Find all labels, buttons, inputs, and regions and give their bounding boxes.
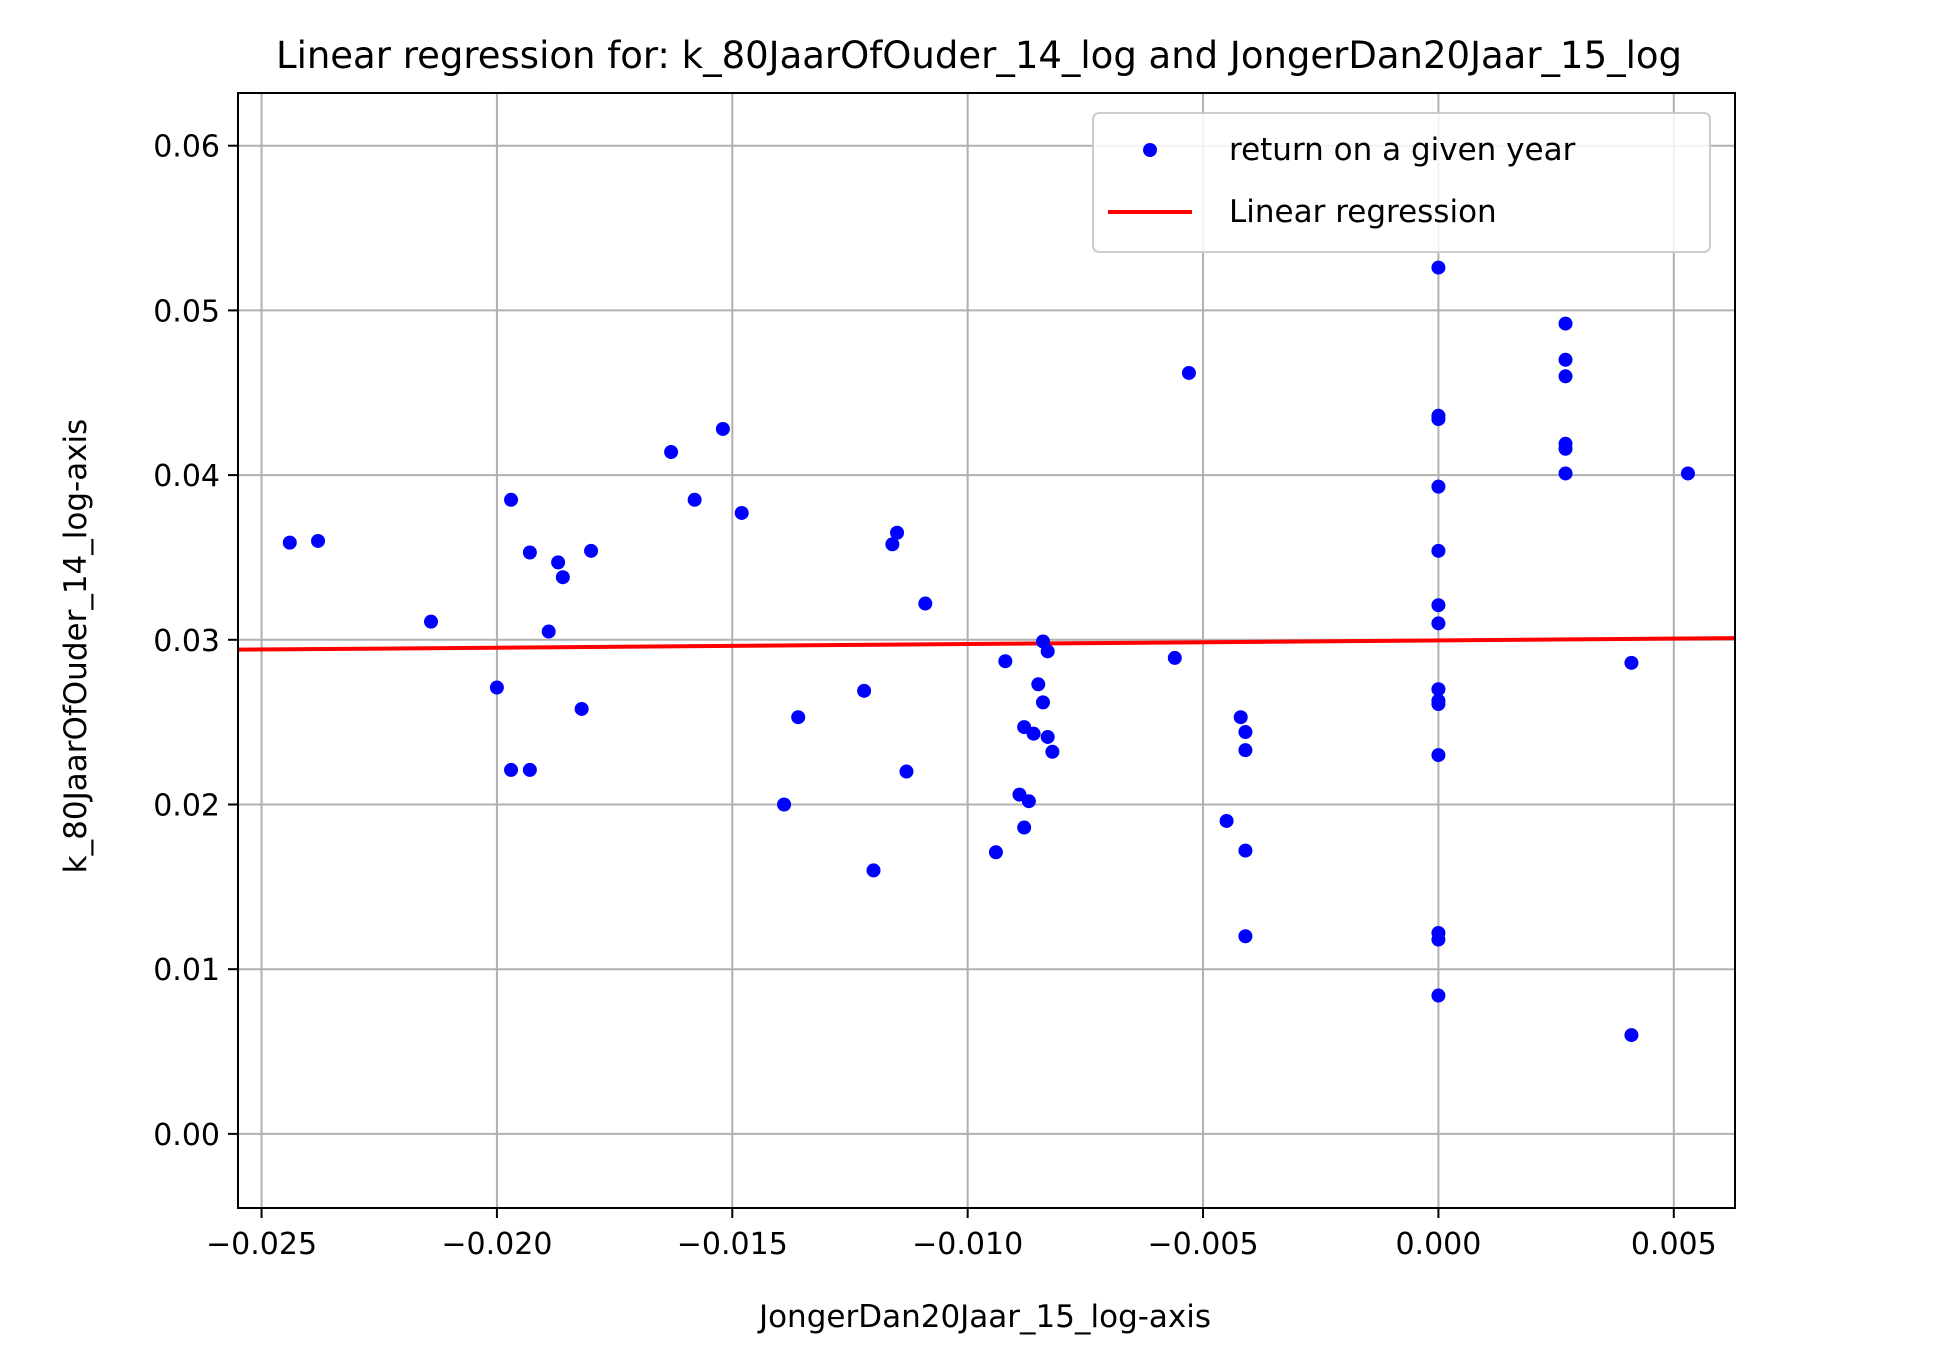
- data-point: [1031, 677, 1046, 692]
- data-point: [1219, 813, 1234, 828]
- y-tick-label: 0.01: [153, 953, 220, 988]
- data-point: [918, 596, 933, 611]
- x-tick-label: −0.025: [206, 1227, 317, 1262]
- data-point: [551, 555, 566, 570]
- data-point: [1431, 682, 1446, 697]
- data-point: [1431, 543, 1446, 558]
- data-point: [988, 845, 1003, 860]
- data-point: [424, 614, 439, 629]
- data-point: [1167, 650, 1182, 665]
- data-point: [574, 701, 589, 716]
- data-point: [1558, 466, 1573, 481]
- data-point: [1624, 1028, 1639, 1043]
- x-tick-label: −0.015: [677, 1227, 788, 1262]
- data-point: [522, 545, 537, 560]
- legend-box: [1092, 112, 1711, 253]
- data-point: [1040, 729, 1055, 744]
- legend: return on a given year Linear regression: [1092, 112, 1711, 253]
- data-point: [1431, 748, 1446, 763]
- scatter-points: [282, 260, 1695, 1043]
- data-point: [1238, 743, 1253, 758]
- data-point: [1017, 820, 1032, 835]
- data-point: [1035, 695, 1050, 710]
- x-axis-title: JongerDan20Jaar_15_log-axis: [757, 1299, 1211, 1335]
- data-point: [1238, 843, 1253, 858]
- x-tick-label: −0.005: [1148, 1227, 1259, 1262]
- y-tick-label: 0.03: [153, 624, 220, 659]
- y-tick-label: 0.04: [153, 459, 220, 494]
- data-point: [522, 762, 537, 777]
- plot-frame: [237, 92, 1736, 1209]
- legend-label-regression: Linear regression: [1229, 194, 1497, 230]
- data-point: [1431, 260, 1446, 275]
- data-point: [885, 537, 900, 552]
- data-point: [1431, 932, 1446, 947]
- data-point: [777, 797, 792, 812]
- data-point: [1431, 479, 1446, 494]
- data-point: [1624, 655, 1639, 670]
- data-point: [504, 492, 519, 507]
- x-axis-ticks: −0.025 −0.020 −0.015 −0.010 −0.005 0.000 0.005: [206, 1208, 1717, 1262]
- data-point: [1558, 352, 1573, 367]
- data-point: [1181, 365, 1196, 380]
- data-point: [541, 624, 556, 639]
- data-point: [1026, 726, 1041, 741]
- y-tick-label: 0.00: [153, 1118, 220, 1153]
- data-point: [734, 505, 749, 520]
- data-point: [504, 762, 519, 777]
- regression-layer: [237, 636, 1736, 652]
- data-point: [1040, 644, 1055, 659]
- data-point: [1431, 697, 1446, 712]
- data-point: [1431, 616, 1446, 631]
- data-point: [489, 680, 504, 695]
- data-point: [715, 421, 730, 436]
- data-point: [857, 683, 872, 698]
- data-point: [1558, 441, 1573, 456]
- legend-label-scatter: return on a given year: [1229, 132, 1576, 168]
- x-tick-label: −0.010: [912, 1227, 1023, 1262]
- data-point: [1233, 710, 1248, 725]
- data-point: [1238, 929, 1253, 944]
- data-point: [890, 525, 905, 540]
- data-point: [687, 492, 702, 507]
- y-axis-ticks: 0.00 0.01 0.02 0.03 0.04 0.05 0.06: [153, 130, 238, 1153]
- data-point: [1045, 744, 1060, 759]
- y-tick-label: 0.02: [153, 788, 220, 823]
- data-point: [1680, 466, 1695, 481]
- data-point: [664, 445, 679, 460]
- data-point: [1431, 598, 1446, 613]
- data-point: [1558, 369, 1573, 384]
- y-tick-label: 0.05: [153, 294, 220, 329]
- data-point: [998, 654, 1013, 669]
- data-point: [1431, 412, 1446, 427]
- x-tick-label: 0.005: [1631, 1227, 1717, 1262]
- data-point: [866, 863, 881, 878]
- y-axis-title: k_80JaarOfOuder_14_log-axis: [58, 419, 94, 874]
- data-point: [555, 570, 570, 585]
- data-point: [1431, 988, 1446, 1003]
- data-point: [1558, 316, 1573, 331]
- regression-line: [237, 636, 1736, 652]
- data-point: [584, 543, 599, 558]
- data-point: [311, 533, 326, 548]
- data-point: [282, 535, 297, 550]
- data-point: [1238, 725, 1253, 740]
- x-tick-label: −0.020: [441, 1227, 552, 1262]
- data-point: [791, 710, 806, 725]
- chart-title: Linear regression for: k_80JaarOfOuder_1…: [276, 34, 1682, 77]
- x-tick-label: 0.000: [1395, 1227, 1481, 1262]
- legend-marker-scatter: [1143, 143, 1157, 157]
- data-point: [1021, 794, 1036, 809]
- y-tick-label: 0.06: [153, 130, 220, 165]
- data-point: [899, 764, 914, 779]
